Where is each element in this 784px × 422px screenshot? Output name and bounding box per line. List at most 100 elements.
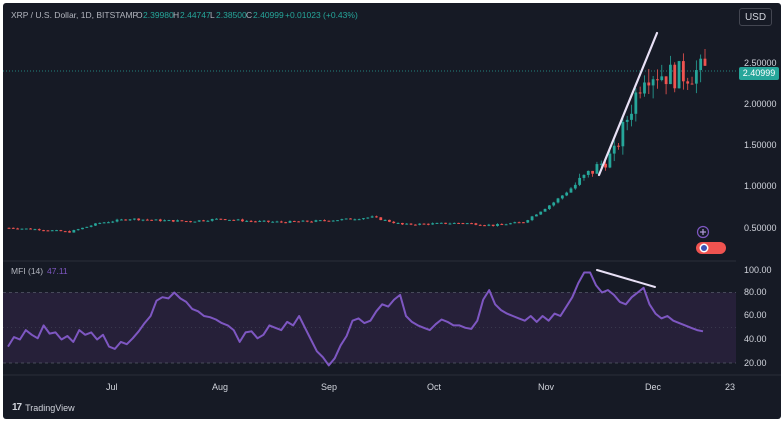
- candle-body: [20, 228, 24, 230]
- candle-body: [202, 220, 205, 222]
- candle-body: [582, 174, 586, 178]
- candle-body: [621, 121, 625, 147]
- time-axis-label: Sep: [321, 382, 337, 392]
- candle-body: [7, 227, 11, 229]
- candle-body: [375, 216, 378, 218]
- candle-body: [111, 221, 115, 223]
- candle-body: [474, 223, 478, 225]
- candle-body: [119, 219, 123, 221]
- symbol-label: XRP / U.S. Dollar, 1D, BITSTAMP: [11, 10, 139, 20]
- candle-body: [392, 221, 396, 224]
- candle-body: [509, 223, 512, 225]
- candle-body: [634, 92, 638, 114]
- candle-body: [184, 221, 188, 223]
- candle-body: [530, 216, 534, 221]
- candle-body: [478, 224, 482, 226]
- candle-body: [677, 61, 681, 89]
- low-value: 2.38500: [216, 10, 247, 20]
- candle-body: [336, 220, 339, 222]
- candlestick-series: [7, 48, 707, 233]
- candle-body: [543, 208, 547, 212]
- candle-body: [431, 223, 435, 225]
- candle-body: [323, 220, 326, 222]
- candle-body: [686, 81, 690, 84]
- candle-body: [457, 222, 460, 224]
- candle-body: [452, 222, 456, 224]
- mfi-trendline[interactable]: [596, 269, 656, 288]
- candle-body: [24, 228, 28, 230]
- candle-body: [461, 223, 465, 225]
- candle-body: [379, 217, 383, 221]
- candle-body: [586, 170, 590, 175]
- mfi-axis-label: 100.00: [744, 265, 772, 275]
- candle-body: [72, 230, 76, 233]
- currency-button[interactable]: USD: [739, 8, 772, 26]
- candle-body: [68, 231, 71, 233]
- candle-body: [522, 222, 525, 224]
- candle-body: [448, 223, 452, 225]
- candle-body: [565, 192, 569, 196]
- candle-body: [241, 219, 244, 222]
- candle-body: [254, 221, 257, 223]
- mfi-current-value: 47.11: [47, 266, 68, 276]
- price-trendline[interactable]: [597, 31, 659, 177]
- candle-body: [59, 230, 63, 232]
- mfi-axis[interactable]: 100.00 80.00 60.00 40.00 20.00: [744, 265, 772, 368]
- candle-body: [630, 113, 633, 120]
- candle-body: [262, 220, 266, 222]
- legend-header: XRP / U.S. Dollar, 1D, BITSTAMP O 2.3998…: [11, 10, 358, 20]
- candle-body: [625, 119, 629, 122]
- candle-body: [167, 220, 171, 222]
- candle-body: [504, 224, 508, 226]
- candle-body: [85, 226, 89, 228]
- candle-body: [150, 219, 154, 221]
- candle-body: [349, 218, 352, 220]
- candle-body: [102, 222, 106, 224]
- candle-body: [483, 225, 486, 227]
- flag-icon-inner: [701, 245, 707, 251]
- mfi-axis-label: 20.00: [744, 358, 767, 368]
- candle-body: [145, 219, 149, 221]
- candle-body: [552, 202, 556, 206]
- candle-body: [215, 218, 218, 220]
- time-axis[interactable]: Jul Aug Sep Oct Nov Dec 23: [106, 382, 735, 392]
- candle-body: [353, 219, 357, 221]
- price-axis-label: 1.00000: [744, 181, 777, 191]
- price-axis[interactable]: 2.50000 2.00000 1.50000 1.00000 0.50000: [744, 58, 777, 233]
- time-axis-label: Oct: [427, 382, 442, 392]
- plus-circle-icon[interactable]: [696, 225, 710, 239]
- candle-body: [292, 220, 296, 222]
- candle-body: [573, 184, 577, 189]
- candle-body: [526, 220, 530, 223]
- high-value: 2.44747: [180, 10, 211, 20]
- candle-body: [694, 70, 698, 84]
- candle-body: [107, 222, 110, 224]
- candle-body: [535, 214, 538, 217]
- price-axis-label: 2.50000: [744, 58, 777, 68]
- tradingview-brand[interactable]: 17 TradingView: [12, 402, 75, 413]
- candle-body: [656, 79, 659, 81]
- open-label: O: [136, 10, 143, 20]
- candle-body: [223, 219, 227, 221]
- candle-body: [115, 219, 119, 222]
- candle-body: [310, 221, 314, 223]
- candle-body: [569, 188, 573, 193]
- candle-body: [314, 220, 318, 222]
- add-alert-widget[interactable]: [696, 225, 710, 239]
- candle-body: [612, 145, 616, 154]
- chart-canvas[interactable]: XRP / U.S. Dollar, 1D, BITSTAMP O 2.3998…: [3, 3, 781, 419]
- candle-body: [228, 219, 231, 221]
- candle-body: [651, 79, 655, 86]
- mfi-title: MFI (14): [11, 266, 43, 276]
- candle-body: [76, 229, 80, 231]
- candle-body: [690, 83, 694, 85]
- candle-body: [132, 218, 136, 220]
- candle-body: [673, 64, 677, 89]
- candle-body: [288, 220, 292, 223]
- candle-body: [301, 220, 305, 222]
- events-widget[interactable]: [696, 242, 726, 254]
- candle-body: [63, 231, 67, 233]
- time-axis-label: Nov: [538, 382, 555, 392]
- candle-body: [245, 220, 249, 222]
- close-value: 2.40999: [253, 10, 284, 20]
